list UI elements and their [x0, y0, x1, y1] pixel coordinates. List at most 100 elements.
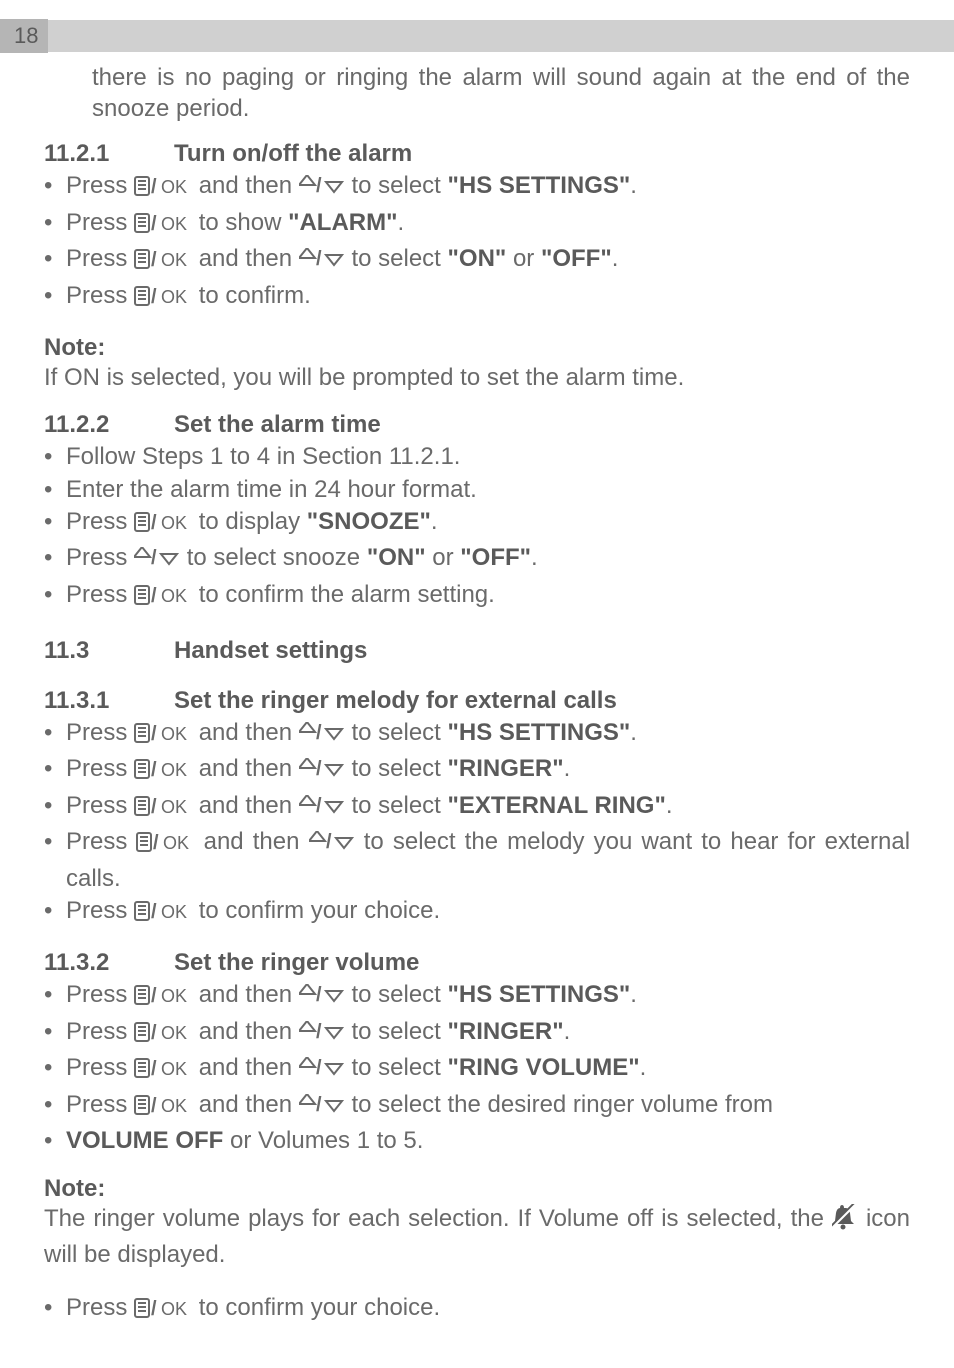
text: to select	[351, 245, 447, 272]
bullet-item: • Press and then to select "HS SETTINGS"…	[44, 170, 910, 206]
bold-text: VOLUME OFF	[66, 1127, 223, 1154]
text: or Volumes 1 to 5.	[223, 1127, 423, 1154]
bold-text: "ON"	[367, 544, 426, 571]
bullet-dot: •	[44, 542, 66, 574]
bullet-dot: •	[44, 441, 66, 473]
bullet-item: • Press to confirm your choice.	[44, 895, 910, 931]
up-down-icon	[134, 546, 180, 578]
text: to select	[351, 981, 447, 1008]
bullet-item: • Press and then to select "RINGER".	[44, 1016, 910, 1052]
text: and then	[199, 172, 292, 199]
menu-ok-icon	[134, 284, 192, 316]
bullet-item: • Press and then to select the desired r…	[44, 1089, 910, 1125]
bullet-dot: •	[44, 207, 66, 239]
bullet-item: • Press and then to select the melody yo…	[44, 826, 910, 895]
bullet-item: • Press to confirm the alarm setting.	[44, 579, 910, 615]
bullet-dot: •	[44, 1292, 66, 1324]
bold-text: "SNOOZE"	[307, 508, 431, 535]
bullet-item: • Press to display "SNOOZE".	[44, 506, 910, 542]
menu-ok-icon	[134, 211, 192, 243]
bold-text: "ON"	[448, 245, 507, 272]
text: or	[426, 544, 461, 571]
mute-bell-icon	[832, 1204, 858, 1238]
menu-ok-icon	[134, 174, 192, 206]
section-num: 11.3	[44, 637, 174, 665]
page-container: 18 there is no paging or ringing the ala…	[0, 0, 954, 1368]
text: Press	[66, 1018, 127, 1045]
text: to show	[199, 209, 288, 236]
bullet-item: • Follow Steps 1 to 4 in Section 11.2.1.	[44, 441, 910, 473]
text: to confirm the alarm setting.	[199, 581, 495, 608]
text: Press	[66, 172, 127, 199]
text: to confirm.	[199, 282, 311, 309]
text: Press	[66, 719, 127, 746]
text: to select	[351, 172, 447, 199]
text: or	[506, 245, 541, 272]
menu-ok-icon	[134, 510, 192, 542]
up-down-icon	[299, 247, 345, 279]
note-body: The ringer volume plays for each selecti…	[44, 1203, 910, 1269]
bullet-dot: •	[44, 243, 66, 275]
bullet-dot: •	[44, 170, 66, 202]
text: and then	[199, 1054, 292, 1081]
text: and then	[204, 828, 300, 855]
text: and then	[199, 755, 292, 782]
page-header-bar: 18	[0, 20, 954, 52]
text: to confirm your choice.	[199, 897, 440, 924]
menu-ok-icon	[134, 1056, 192, 1088]
up-down-icon	[299, 757, 345, 789]
bullet-item: • Press to confirm your choice.	[44, 1292, 910, 1328]
bullet-dot: •	[44, 1016, 66, 1048]
bullet-dot: •	[44, 506, 66, 538]
text: to select	[351, 719, 447, 746]
note-heading: Note:	[44, 334, 910, 362]
intro-paragraph: there is no paging or ringing the alarm …	[44, 62, 910, 124]
text: Press	[66, 282, 127, 309]
menu-ok-icon	[134, 1020, 192, 1052]
text: and then	[199, 792, 292, 819]
section-num: 11.3.2	[44, 949, 174, 977]
text: Press	[66, 1054, 127, 1081]
bullet-item: • Press and then to select "EXTERNAL RIN…	[44, 790, 910, 826]
menu-ok-icon	[136, 830, 194, 862]
text: Press	[66, 828, 127, 855]
section-11-2-2-title: 11.2.2Set the alarm time	[44, 411, 910, 439]
bullet-item: • Press to select snooze "ON" or "OFF".	[44, 542, 910, 578]
section-11-3-1-title: 11.3.1Set the ringer melody for external…	[44, 687, 910, 715]
bullet-dot: •	[44, 895, 66, 927]
text: Follow Steps 1 to 4 in Section 11.2.1.	[66, 441, 910, 473]
bullet-dot: •	[44, 579, 66, 611]
menu-ok-icon	[134, 794, 192, 826]
section-heading: Set the ringer melody for external calls	[174, 687, 617, 714]
bold-text: "HS SETTINGS"	[448, 719, 631, 746]
bold-text: "HS SETTINGS"	[448, 172, 631, 199]
up-down-icon	[309, 830, 355, 862]
section-heading: Set the ringer volume	[174, 949, 419, 976]
text: The ringer volume plays for each selecti…	[44, 1205, 832, 1232]
section-11-2-1-title: 11.2.1Turn on/off the alarm	[44, 140, 910, 168]
menu-ok-icon	[134, 983, 192, 1015]
text: to select snooze	[187, 544, 367, 571]
text: to select	[351, 755, 447, 782]
text: Press	[66, 508, 127, 535]
page-number: 18	[0, 19, 48, 53]
text: and then	[199, 1091, 292, 1118]
bold-text: "RINGER"	[448, 755, 564, 782]
bold-text: "OFF"	[460, 544, 531, 571]
bullet-item: • Press and then to select "RINGER".	[44, 753, 910, 789]
text: Press	[66, 755, 127, 782]
up-down-icon	[299, 721, 345, 753]
bullet-dot: •	[44, 790, 66, 822]
text: and then	[199, 245, 292, 272]
text: Press	[66, 245, 127, 272]
bullet-dot: •	[44, 753, 66, 785]
section-heading: Turn on/off the alarm	[174, 140, 412, 167]
text: Press	[66, 581, 127, 608]
bullet-dot: •	[44, 826, 66, 858]
menu-ok-icon	[134, 1296, 192, 1328]
section-num: 11.3.1	[44, 687, 174, 715]
text: to select	[351, 1054, 447, 1081]
note-heading: Note:	[44, 1175, 910, 1203]
text: Enter the alarm time in 24 hour format.	[66, 474, 910, 506]
up-down-icon	[299, 1056, 345, 1088]
